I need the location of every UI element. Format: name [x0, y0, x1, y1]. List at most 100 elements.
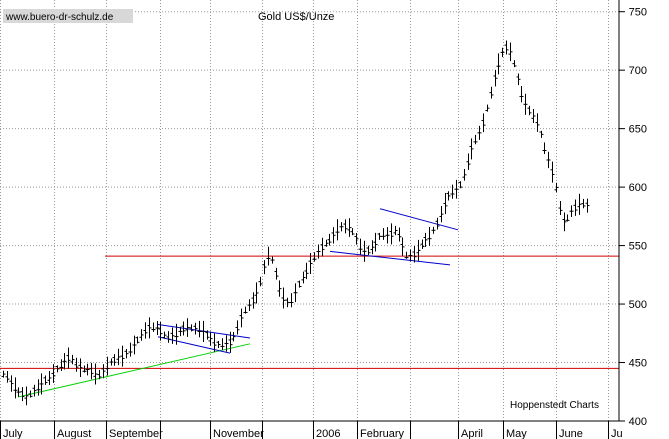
price-bar [381, 228, 386, 240]
price-bar [193, 322, 198, 335]
price-bar [585, 198, 590, 213]
price-bar [508, 42, 513, 62]
price-bar [59, 359, 64, 371]
price-bar [316, 244, 321, 259]
price-bar [20, 387, 25, 402]
price-bar [493, 70, 498, 87]
price-bar [496, 53, 501, 75]
price-bar [174, 323, 179, 345]
price-bar [116, 348, 121, 366]
price-bar [542, 142, 547, 155]
price-bar [74, 357, 79, 372]
price-bar [13, 377, 18, 399]
annotation-line-2 [17, 343, 251, 398]
price-bar [32, 384, 37, 397]
price-bar [277, 280, 282, 297]
annotation-line-5 [379, 208, 459, 231]
x-tick-label: April [461, 428, 483, 439]
price-bar [66, 347, 71, 369]
price-bar [251, 292, 256, 309]
price-bar [147, 317, 152, 339]
price-bar [366, 245, 371, 256]
x-tick-label: February [360, 428, 405, 439]
price-bar [558, 201, 563, 216]
price-bar [450, 184, 455, 199]
price-bar [469, 138, 474, 160]
price-bar [162, 331, 167, 339]
price-bar [185, 318, 190, 337]
price-bar [5, 370, 10, 383]
price-bar [393, 225, 398, 236]
y-axis-ticks: 400 450 500 550 600 650 700 750 [619, 7, 647, 428]
price-bar [519, 85, 524, 103]
price-bar [331, 227, 336, 244]
price-bar [546, 151, 551, 169]
y-tick-label: 600 [629, 182, 647, 194]
price-bar [228, 331, 233, 353]
price-bar [39, 373, 44, 395]
price-bar [151, 322, 156, 332]
price-bar [285, 297, 290, 308]
price-bar [243, 306, 248, 314]
price-bar [397, 227, 402, 242]
price-bar [404, 251, 409, 259]
price-bar [205, 330, 210, 340]
watermark-background [3, 9, 133, 23]
price-bar [28, 390, 33, 398]
price-bar [43, 375, 48, 385]
price-bar [293, 283, 298, 303]
price-bar [527, 105, 532, 116]
x-tick-label: November [213, 428, 264, 439]
price-bar [281, 287, 286, 309]
price-bar [9, 375, 14, 392]
price-bar [335, 219, 340, 241]
price-bar [320, 237, 325, 257]
price-bar [262, 260, 267, 275]
price-bar [197, 320, 202, 338]
price-bar [270, 256, 275, 264]
source-label: Hoppenstedt Charts [510, 400, 599, 411]
price-bar [36, 379, 41, 396]
price-bar [301, 271, 306, 284]
price-bar [565, 214, 570, 222]
price-bar [289, 293, 294, 308]
price-bar [239, 308, 244, 328]
price-bar [89, 362, 94, 380]
grid [0, 0, 619, 422]
price-bar [347, 218, 352, 237]
price-bar [208, 331, 213, 346]
y-tick-label: 750 [629, 7, 647, 19]
price-bar [235, 320, 240, 335]
x-tick-label: August [57, 428, 91, 439]
price-bar [523, 93, 528, 115]
price-bar [573, 199, 578, 216]
price-bar [477, 125, 482, 140]
price-bar [158, 321, 163, 341]
price-bar [373, 232, 378, 252]
price-bar [504, 40, 509, 55]
price-bar [362, 240, 367, 262]
price-bar [473, 134, 478, 145]
price-bar [535, 113, 540, 132]
price-bar [101, 364, 106, 379]
price-bar [82, 365, 87, 373]
price-bar [446, 191, 451, 201]
price-bar [531, 108, 536, 124]
y-tick-label: 500 [629, 299, 647, 311]
price-bar [55, 365, 60, 373]
price-bar [339, 222, 344, 232]
price-bars [1, 40, 590, 406]
price-bar [377, 232, 382, 240]
x-tick-label: May [506, 428, 527, 439]
price-bar [427, 226, 432, 246]
price-bar [458, 181, 463, 189]
price-bar [93, 363, 98, 385]
annotation-line-6 [329, 250, 451, 266]
price-bar [47, 370, 52, 385]
x-tick-label: June [559, 428, 583, 439]
price-bar [135, 336, 140, 344]
price-bar [569, 205, 574, 218]
price-bar [224, 335, 229, 352]
price-bar [201, 320, 206, 342]
